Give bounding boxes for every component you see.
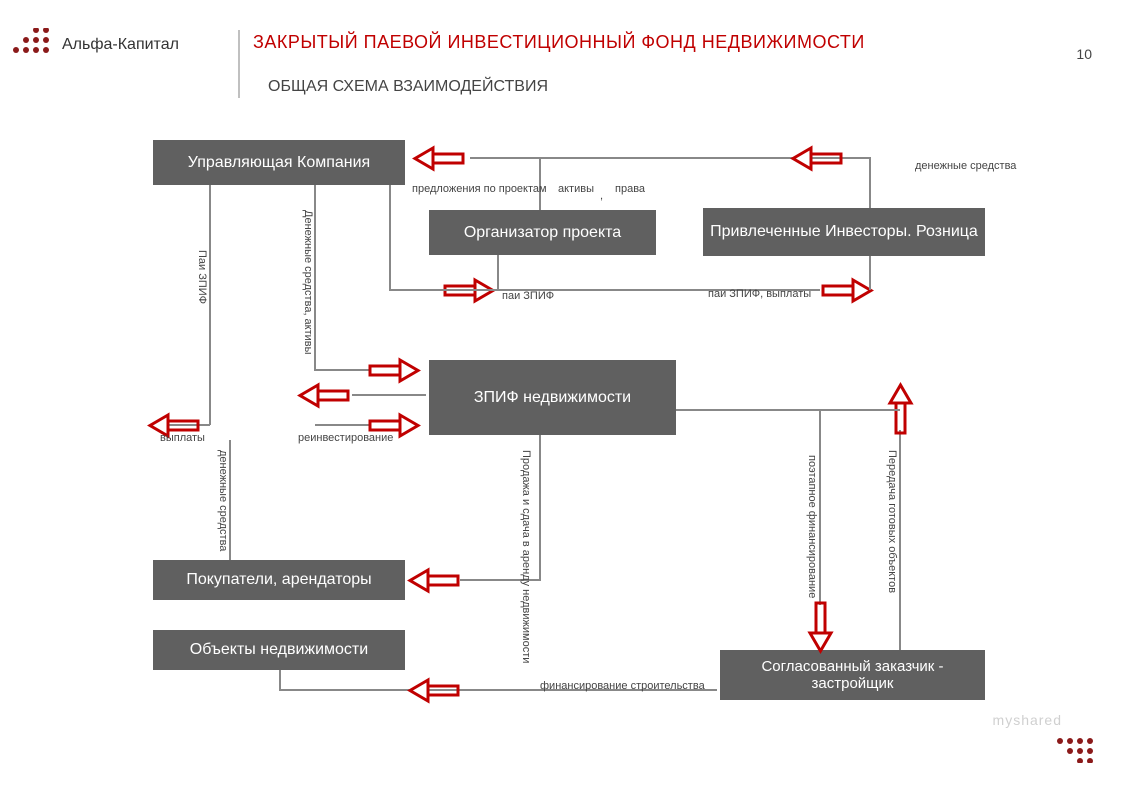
label-pai-vertical: Паи ЗПИФ (196, 250, 208, 304)
node-customer: Согласованный заказчик - застройщик (717, 650, 985, 700)
page-title: ЗАКРЫТЫЙ ПАЕВОЙ ИНВЕСТИЦИОННЫЙ ФОНД НЕДВ… (253, 32, 865, 53)
label-cash-assets: Денежные средства, активы (302, 210, 314, 355)
brand-name: Альфа-Капитал (62, 36, 179, 54)
label-rights: права (615, 183, 645, 195)
node-mgmt: Управляющая Компания (150, 140, 405, 185)
node-buyers: Покупатели, арендаторы (150, 560, 405, 600)
label-assets: активы (558, 183, 594, 195)
page-subtitle: ОБЩАЯ СХЕМА ВЗАИМОДЕЙСТВИЯ (268, 78, 548, 96)
node-inv: Привлеченные Инвесторы. Розница (700, 208, 985, 256)
label-proposals: предложения по проектам (412, 183, 547, 195)
node-org: Организатор проекта (426, 210, 656, 255)
label-sale-rent: Продажа и сдача в аренду недвижимости (520, 450, 532, 560)
label-transfer-obj: Передача готовых объектов (886, 450, 898, 593)
label-cash-top: денежные средства (915, 160, 1016, 172)
footer-dots (1054, 735, 1104, 763)
watermark: myshared (993, 712, 1062, 728)
label-fin-constr: финансирование строительства (540, 680, 705, 692)
brand-logo-dots (10, 28, 60, 56)
node-realty: Объекты недвижимости (150, 630, 405, 670)
label-comma: , (600, 190, 603, 202)
label-stage-fin: поэтапное финансирование (806, 455, 818, 598)
header-divider (238, 30, 240, 98)
label-payouts: выплаты (160, 432, 205, 444)
node-zpif: ЗПИФ недвижимости (426, 360, 676, 435)
label-reinvest: реинвестирование (298, 432, 393, 444)
label-pai-payouts: паи ЗПИФ, выплаты (708, 288, 811, 300)
label-pai-zpif: паи ЗПИФ (502, 290, 554, 302)
page-number: 10 (1076, 46, 1092, 62)
label-cash-vert-buyers: денежные средства (217, 450, 229, 551)
